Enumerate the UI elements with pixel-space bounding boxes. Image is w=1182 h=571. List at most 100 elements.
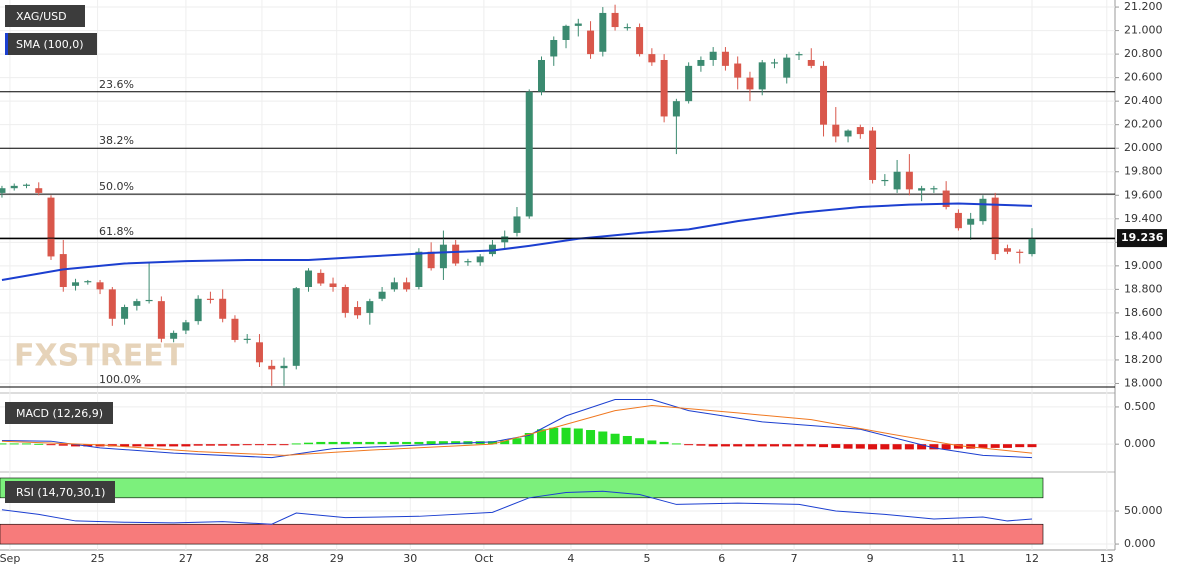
legend-box xyxy=(5,33,97,55)
y-tick-label: 0.000 xyxy=(1124,537,1156,550)
y-tick-label: 19.600 xyxy=(1124,188,1163,201)
candle-body xyxy=(513,216,521,233)
candle-body xyxy=(439,244,447,269)
candle-body xyxy=(305,270,313,288)
histogram-bar xyxy=(782,444,792,447)
fib-label: 38.2% xyxy=(99,134,134,147)
x-tick-label: 9 xyxy=(867,552,874,565)
x-tick-label: 13 xyxy=(1100,552,1114,565)
histogram-bar xyxy=(9,443,19,445)
candle-body xyxy=(807,59,815,66)
histogram-bar xyxy=(524,433,534,445)
x-tick-label: 27 xyxy=(179,552,193,565)
y-tick-label: 19.400 xyxy=(1124,212,1163,225)
candle-body xyxy=(770,62,778,64)
histogram-bar xyxy=(990,444,1000,448)
candle-body xyxy=(942,190,950,208)
histogram-bar xyxy=(659,441,669,445)
histogram-bar xyxy=(193,444,203,446)
candle-body xyxy=(96,282,104,290)
candle-body xyxy=(881,179,889,182)
y-tick-label: 21.000 xyxy=(1124,24,1163,37)
histogram-bar xyxy=(794,444,804,447)
candle-body xyxy=(452,244,460,264)
histogram-bar xyxy=(586,430,596,445)
histogram-bar xyxy=(0,443,7,445)
candle-body xyxy=(746,77,754,90)
histogram-bar xyxy=(144,444,154,447)
candle-body xyxy=(292,288,300,366)
histogram-bar xyxy=(46,444,56,446)
histogram-bar xyxy=(1002,444,1012,448)
candle-body xyxy=(206,298,214,300)
histogram-bar xyxy=(414,441,424,445)
candle-body xyxy=(685,65,693,102)
fib-label: 61.8% xyxy=(99,225,134,238)
histogram-bar xyxy=(169,444,179,447)
histogram-bar xyxy=(708,444,718,447)
x-tick-label: 29 xyxy=(330,552,344,565)
histogram-bar xyxy=(438,441,448,445)
y-tick-label: 19.800 xyxy=(1124,165,1163,178)
candle-body xyxy=(268,365,276,370)
candle-body xyxy=(1028,238,1036,255)
histogram-bar xyxy=(340,441,350,445)
histogram-bar xyxy=(892,444,902,450)
histogram-bar xyxy=(181,444,191,447)
candle-body xyxy=(133,301,141,306)
y-tick-label: 18.200 xyxy=(1124,353,1163,366)
candle-body xyxy=(47,197,55,257)
x-tick-label: 7 xyxy=(791,552,798,565)
histogram-bar xyxy=(58,444,68,446)
histogram-bar xyxy=(610,433,620,445)
y-tick-label: 0.000 xyxy=(1124,437,1156,450)
histogram-bar xyxy=(647,440,657,445)
histogram-bar xyxy=(1015,444,1025,448)
candle-body xyxy=(403,282,411,290)
histogram-bar xyxy=(389,441,399,445)
candle-body xyxy=(636,27,644,55)
histogram-bar xyxy=(83,444,93,447)
x-tick-label: 11 xyxy=(951,552,965,565)
candle-body xyxy=(194,298,202,322)
candle-body xyxy=(1016,251,1024,253)
candle-body xyxy=(354,307,362,316)
y-tick-label: 19.000 xyxy=(1124,259,1163,272)
candle-body xyxy=(599,12,607,52)
histogram-bar xyxy=(598,431,608,445)
histogram-bar xyxy=(941,444,951,450)
candle-body xyxy=(329,283,337,288)
fib-label: 100.0% xyxy=(99,373,141,386)
histogram-bar xyxy=(536,429,546,445)
histogram-bar xyxy=(254,444,264,446)
histogram-bar xyxy=(205,444,215,446)
histogram-bar xyxy=(733,444,743,447)
candle-body xyxy=(280,365,288,369)
candle-body xyxy=(979,198,987,222)
candle-body xyxy=(341,287,349,313)
candle-body xyxy=(170,332,178,339)
histogram-bar xyxy=(635,438,645,445)
candle-body xyxy=(832,124,840,137)
histogram-bar xyxy=(291,443,301,445)
candle-body xyxy=(10,185,18,189)
x-tick-label: 30 xyxy=(403,552,417,565)
x-tick-label: 4 xyxy=(567,552,574,565)
candle-body xyxy=(22,184,30,186)
candle-body xyxy=(255,342,263,363)
histogram-bar xyxy=(512,438,522,445)
candle-body xyxy=(525,91,533,217)
x-tick-label: 25 xyxy=(91,552,105,565)
candle-body xyxy=(550,39,558,57)
y-tick-label: 20.400 xyxy=(1124,94,1163,107)
histogram-bar xyxy=(500,440,510,445)
panel-title: RSI (14,70,30,1) xyxy=(16,486,105,499)
histogram-bar xyxy=(831,444,841,448)
histogram-bar xyxy=(622,435,632,445)
candle-body xyxy=(721,51,729,66)
histogram-bar xyxy=(745,444,755,447)
histogram-bar xyxy=(304,442,314,445)
histogram-bar xyxy=(819,444,829,448)
histogram-bar xyxy=(684,444,694,446)
